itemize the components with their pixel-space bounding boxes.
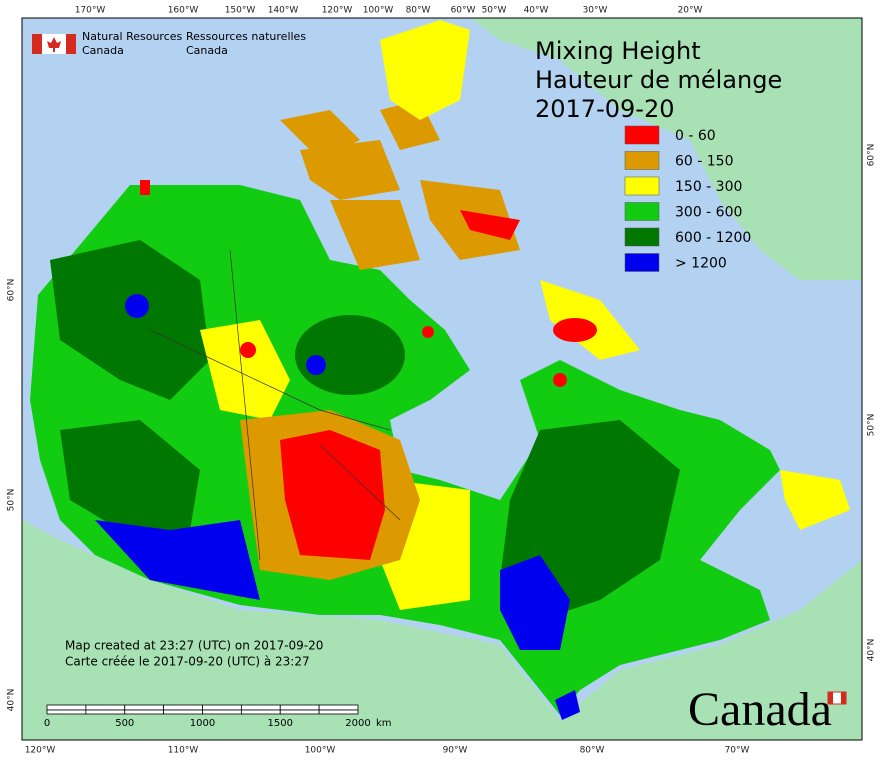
title: Mixing Height — [535, 37, 701, 65]
blue-area — [95, 520, 260, 600]
longitude-label: 170°W — [75, 6, 106, 16]
scale-bar — [124, 704, 165, 711]
arctic-islands — [280, 100, 520, 270]
longitude-label: 20°W — [678, 6, 703, 16]
province-borders — [149, 249, 401, 561]
scale-bar — [279, 704, 320, 711]
legend-swatch — [624, 253, 660, 272]
scale-bar — [240, 709, 281, 715]
longitude-label: 110°W — [168, 746, 199, 756]
red-area — [553, 373, 567, 387]
legend-label: 300 - 600 — [675, 205, 742, 221]
scale-bar — [318, 704, 359, 711]
dark-green-area — [60, 420, 200, 530]
flag — [32, 34, 42, 54]
title: Hauteur de mélange — [535, 66, 782, 94]
agency-fr: Ressources naturelles — [186, 30, 306, 43]
latitude-label: 50°N — [7, 489, 17, 512]
longitude-label: 100°W — [363, 6, 394, 16]
flag — [66, 34, 76, 54]
legend-label: 150 - 300 — [675, 179, 742, 195]
flag-leaf — [47, 37, 61, 52]
scale-bar — [46, 709, 87, 715]
scale-bar — [46, 704, 87, 711]
blue-area — [500, 555, 570, 650]
yellow-area — [200, 320, 290, 420]
latitude-label: 60°N — [7, 279, 17, 302]
blue-area — [555, 690, 580, 720]
title: 2017-09-20 — [535, 95, 674, 123]
wordmark-flag — [841, 692, 846, 704]
credit: Map created at 23:27 (UTC) on 2017-09-20 — [65, 639, 323, 653]
dark-green-area — [50, 240, 210, 400]
scale-bar — [240, 704, 281, 711]
scale-bar — [85, 709, 126, 715]
scale-unit: km — [376, 718, 392, 729]
red-area — [553, 318, 597, 342]
longitude-label: 90°W — [443, 746, 468, 756]
longitude-label: 80°W — [580, 746, 605, 756]
legend-swatch — [624, 227, 660, 247]
latitude-label: 40°N — [867, 639, 877, 662]
longitude-label: 30°W — [583, 6, 608, 16]
scale-bar — [163, 704, 203, 711]
red-area — [422, 326, 434, 338]
credit: Carte créée le 2017-09-20 (UTC) à 23:27 — [65, 655, 310, 669]
ellesmere — [380, 20, 470, 120]
latitude-label: 50°N — [867, 414, 877, 437]
scale-bar — [163, 709, 203, 715]
scale-bar — [279, 709, 320, 715]
usa — [22, 520, 862, 740]
legend-label: 600 - 1200 — [675, 230, 751, 246]
longitude-label: 160°W — [168, 6, 199, 16]
red-area — [280, 430, 385, 560]
longitude-label: 140°W — [268, 6, 299, 16]
longitude-label: 150°W — [225, 6, 256, 16]
agency-en: Canada — [82, 44, 124, 57]
legend-swatch — [624, 125, 660, 145]
scale-label: 2000 — [345, 718, 370, 729]
greenland — [470, 18, 862, 280]
baffin — [540, 280, 640, 360]
latitude-label: 40°N — [7, 689, 17, 712]
legend-swatch — [624, 202, 660, 221]
agency-en: Natural Resources — [82, 30, 183, 43]
blue-area — [306, 355, 326, 375]
legend-label: 60 - 150 — [675, 154, 734, 170]
latitude-label: 60°N — [867, 144, 877, 167]
longitude-label: 80°W — [406, 6, 431, 16]
longitude-label: 70°W — [725, 746, 750, 756]
scale-bar — [124, 709, 165, 715]
scale-label: 1000 — [190, 718, 215, 729]
longitude-label: 120°W — [25, 746, 56, 756]
scale-bar — [318, 709, 359, 715]
longitude-label: 40°W — [524, 6, 549, 16]
scale-bar — [85, 704, 126, 711]
scale-label: 500 — [115, 718, 134, 729]
dark-green-area — [295, 315, 405, 395]
agency-fr: Canada — [186, 44, 228, 57]
scale-label: 0 — [44, 718, 50, 729]
legend-swatch — [624, 176, 660, 196]
scale-bar — [202, 709, 242, 715]
newfoundland — [780, 470, 850, 530]
scale-bar — [202, 704, 242, 711]
longitude-label: 120°W — [322, 6, 353, 16]
map-frame — [21, 17, 863, 741]
legend-swatch — [624, 151, 660, 170]
legend-label: 0 - 60 — [675, 128, 716, 144]
longitude-label: 50°W — [482, 6, 507, 16]
blue-area — [125, 294, 149, 318]
red-area — [240, 342, 256, 358]
wordmark: Canada — [688, 683, 832, 736]
scale-label: 1500 — [268, 718, 293, 729]
map-area — [22, 18, 862, 740]
longitude-label: 60°W — [451, 6, 476, 16]
longitude-label: 100°W — [305, 746, 336, 756]
wordmark-flag — [828, 692, 833, 704]
legend-label: > 1200 — [675, 256, 727, 272]
